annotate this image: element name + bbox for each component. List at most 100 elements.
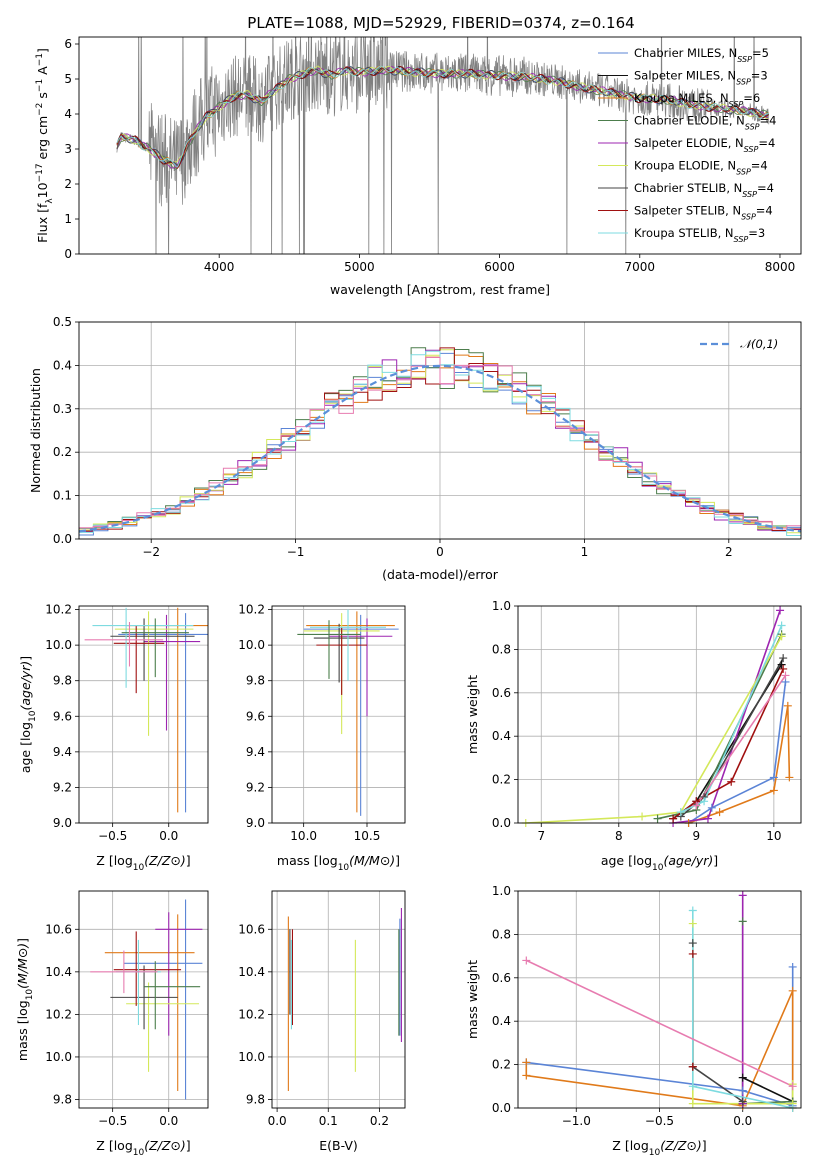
massweight-vs-age-xtick-label-2: 9 xyxy=(693,829,701,843)
residuals-ytick-label-1: 0.1 xyxy=(53,489,72,503)
spectrum-xtick-label-0: 4000 xyxy=(204,260,235,274)
spectrum-data-line xyxy=(116,37,770,254)
age-vs-Z-plot-area xyxy=(84,607,208,813)
residual-hist-7 xyxy=(79,357,801,530)
spectrum-model-6 xyxy=(116,66,770,166)
spectrum-legend-label-5: Kroupa ELODIE, NSSP=4 xyxy=(634,159,768,177)
massweight-vs-Z-series-line-3 xyxy=(741,921,793,1105)
spectrum-frame xyxy=(78,36,802,255)
age-vs-mass-ytick-label-5: 10.0 xyxy=(238,638,265,652)
massweight-vs-age-point-9-1 xyxy=(781,671,790,680)
mass-vs-Z-ylabel: mass [log10(M/M⊙)] xyxy=(15,938,35,1061)
mass-vs-EBV-xtick-label-1: 0.1 xyxy=(319,1114,338,1128)
massweight-vs-Z-xtick-label-1: −0.5 xyxy=(645,1114,674,1128)
massweight-vs-Z-point-4-0 xyxy=(738,891,747,900)
massweight-vs-age-series-line-0 xyxy=(688,681,787,823)
age-vs-Z-ytick-label-0: 9.0 xyxy=(53,816,72,830)
massweight-vs-age-point-1-1 xyxy=(715,808,724,817)
massweight-vs-age-point-0-1 xyxy=(707,803,716,812)
residuals-ytick-label-4: 0.4 xyxy=(53,358,72,372)
massweight-vs-Z-point-5-0 xyxy=(688,919,697,928)
spectrum-legend-label-6: Chabrier STELIB, NSSP=4 xyxy=(634,181,774,199)
mass-vs-Z-frame xyxy=(78,890,209,1109)
massweight-vs-age-point-9-0 xyxy=(692,801,701,810)
spectrum-legend-label-3: Chabrier ELODIE, NSSP=4 xyxy=(634,114,776,132)
residuals-xtick-label-2: 0 xyxy=(436,545,444,559)
spectrum-ytick-label-3: 3 xyxy=(64,142,72,156)
massweight-vs-Z-ytick-label-2: 0.4 xyxy=(492,1014,511,1028)
age-vs-Z-ylabel: age [log10(age/yr)] xyxy=(18,656,38,773)
age-vs-Z-ytick-label-1: 9.2 xyxy=(53,780,72,794)
spectrum-ytick-label-6: 6 xyxy=(64,37,72,51)
age-vs-Z-ytick-label-6: 10.2 xyxy=(45,603,72,617)
massweight-vs-age-point-7-3 xyxy=(779,664,788,673)
spectrum-plot-area xyxy=(116,37,770,254)
age-vs-Z-xlabel: Z [log10(Z/Z⊙)] xyxy=(96,853,190,873)
residuals-ytick-label-5: 0.5 xyxy=(53,315,72,329)
massweight-vs-Z-point-8-1 xyxy=(688,1082,697,1091)
age-vs-mass-xtick-label-0: 10.0 xyxy=(290,829,317,843)
mass-vs-Z-xtick-label-1: 0.0 xyxy=(159,1114,178,1128)
mass-vs-Z-ytick-label-2: 10.2 xyxy=(45,1007,72,1021)
residuals-plot-area xyxy=(79,347,801,536)
massweight-vs-Z-point-2-1 xyxy=(738,1073,747,1082)
residuals-xtick-label-3: 1 xyxy=(581,545,589,559)
mass-vs-EBV-xtick-label-2: 0.2 xyxy=(370,1114,389,1128)
massweight-vs-age-ytick-label-5: 1.0 xyxy=(492,599,511,613)
residuals-xlabel: (data-model)/error xyxy=(382,567,499,582)
mass-vs-EBV-xtick-label-0: 0.0 xyxy=(268,1114,287,1128)
massweight-vs-Z-point-7-0 xyxy=(688,949,697,958)
massweight-vs-age-ytick-label-4: 0.8 xyxy=(492,642,511,656)
spectrum-legend-label-2: Kroupa MILES, NSSP=6 xyxy=(634,91,760,109)
mass-vs-Z-plot-area xyxy=(90,899,203,1100)
massweight-vs-age-ytick-label-0: 0.0 xyxy=(492,816,511,830)
mass-vs-Z-xlabel: Z [log10(Z/Z⊙)] xyxy=(96,1138,190,1158)
age-vs-mass-xtick-label-1: 10.5 xyxy=(354,829,381,843)
mass-vs-EBV-xlabel: E(B-V) xyxy=(319,1138,358,1153)
spectrum-model-7 xyxy=(116,66,769,169)
massweight-vs-age-point-8-1 xyxy=(700,797,709,806)
massweight-vs-Z-series-line-2 xyxy=(741,1076,794,1104)
massweight-vs-Z-point-9-0 xyxy=(522,956,531,965)
massweight-vs-age-point-1-3 xyxy=(783,701,792,710)
mass-vs-EBV-frame xyxy=(271,890,406,1109)
massweight-vs-age-point-1-2 xyxy=(769,786,778,795)
spectrum-legend-label-8: Kroupa STELIB, NSSP=3 xyxy=(634,226,765,244)
massweight-vs-age-point-5-1 xyxy=(638,812,647,821)
massweight-vs-Z-point-1-3 xyxy=(788,986,797,995)
massweight-vs-age-point-3-0 xyxy=(653,814,662,823)
spectrum-xlabel: wavelength [Angstrom, rest frame] xyxy=(330,282,550,297)
massweight-vs-Z-point-7-1 xyxy=(688,1062,697,1071)
spectrum-legend-label-0: Chabrier MILES, NSSP=5 xyxy=(634,46,769,64)
massweight-vs-age-series-line-5 xyxy=(525,636,783,823)
mass-vs-EBV-ytick-label-0: 9.8 xyxy=(246,1092,265,1106)
massweight-vs-age-xlabel: age [log10(age/yr)] xyxy=(601,853,718,873)
massweight-vs-age-point-0-2 xyxy=(769,773,778,782)
massweight-vs-Z-frame xyxy=(517,890,802,1109)
massweight-vs-age-plot-area xyxy=(525,610,791,823)
residuals-frame xyxy=(78,321,802,540)
spectrum-ytick-label-5: 5 xyxy=(64,72,72,86)
massweight-vs-age-ytick-label-2: 0.4 xyxy=(492,729,511,743)
age-vs-Z-xtick-label-0: −0.5 xyxy=(98,829,127,843)
massweight-vs-Z-point-3-0 xyxy=(738,917,747,926)
mass-vs-EBV-ytick-label-3: 10.4 xyxy=(238,965,265,979)
massweight-vs-Z-point-5-1 xyxy=(688,1099,697,1108)
massweight-vs-age-point-8-2 xyxy=(777,621,786,630)
residuals-xtick-label-4: 2 xyxy=(725,545,733,559)
massweight-vs-age-point-2-2 xyxy=(777,660,786,669)
age-vs-Z-frame xyxy=(78,605,209,824)
massweight-vs-Z-point-0-1 xyxy=(738,1086,747,1095)
massweight-vs-age-point-4-1 xyxy=(703,814,712,823)
age-vs-mass-ytick-label-2: 9.4 xyxy=(246,745,265,759)
figure-title: PLATE=1088, MJD=52929, FIBERID=0374, z=0… xyxy=(247,14,634,32)
massweight-vs-Z-xlabel: Z [log10(Z/Z⊙)] xyxy=(612,1138,706,1158)
age-vs-Z-ytick-label-5: 10.0 xyxy=(45,638,72,652)
massweight-vs-age-series-line-9 xyxy=(695,674,787,807)
age-vs-mass-ytick-label-6: 10.2 xyxy=(238,603,265,617)
massweight-vs-age-ytick-label-1: 0.2 xyxy=(492,773,511,787)
massweight-vs-Z-ytick-label-5: 1.0 xyxy=(492,884,511,898)
residual-gaussian-line xyxy=(79,364,801,533)
spectrum-xtick-label-3: 7000 xyxy=(625,260,656,274)
